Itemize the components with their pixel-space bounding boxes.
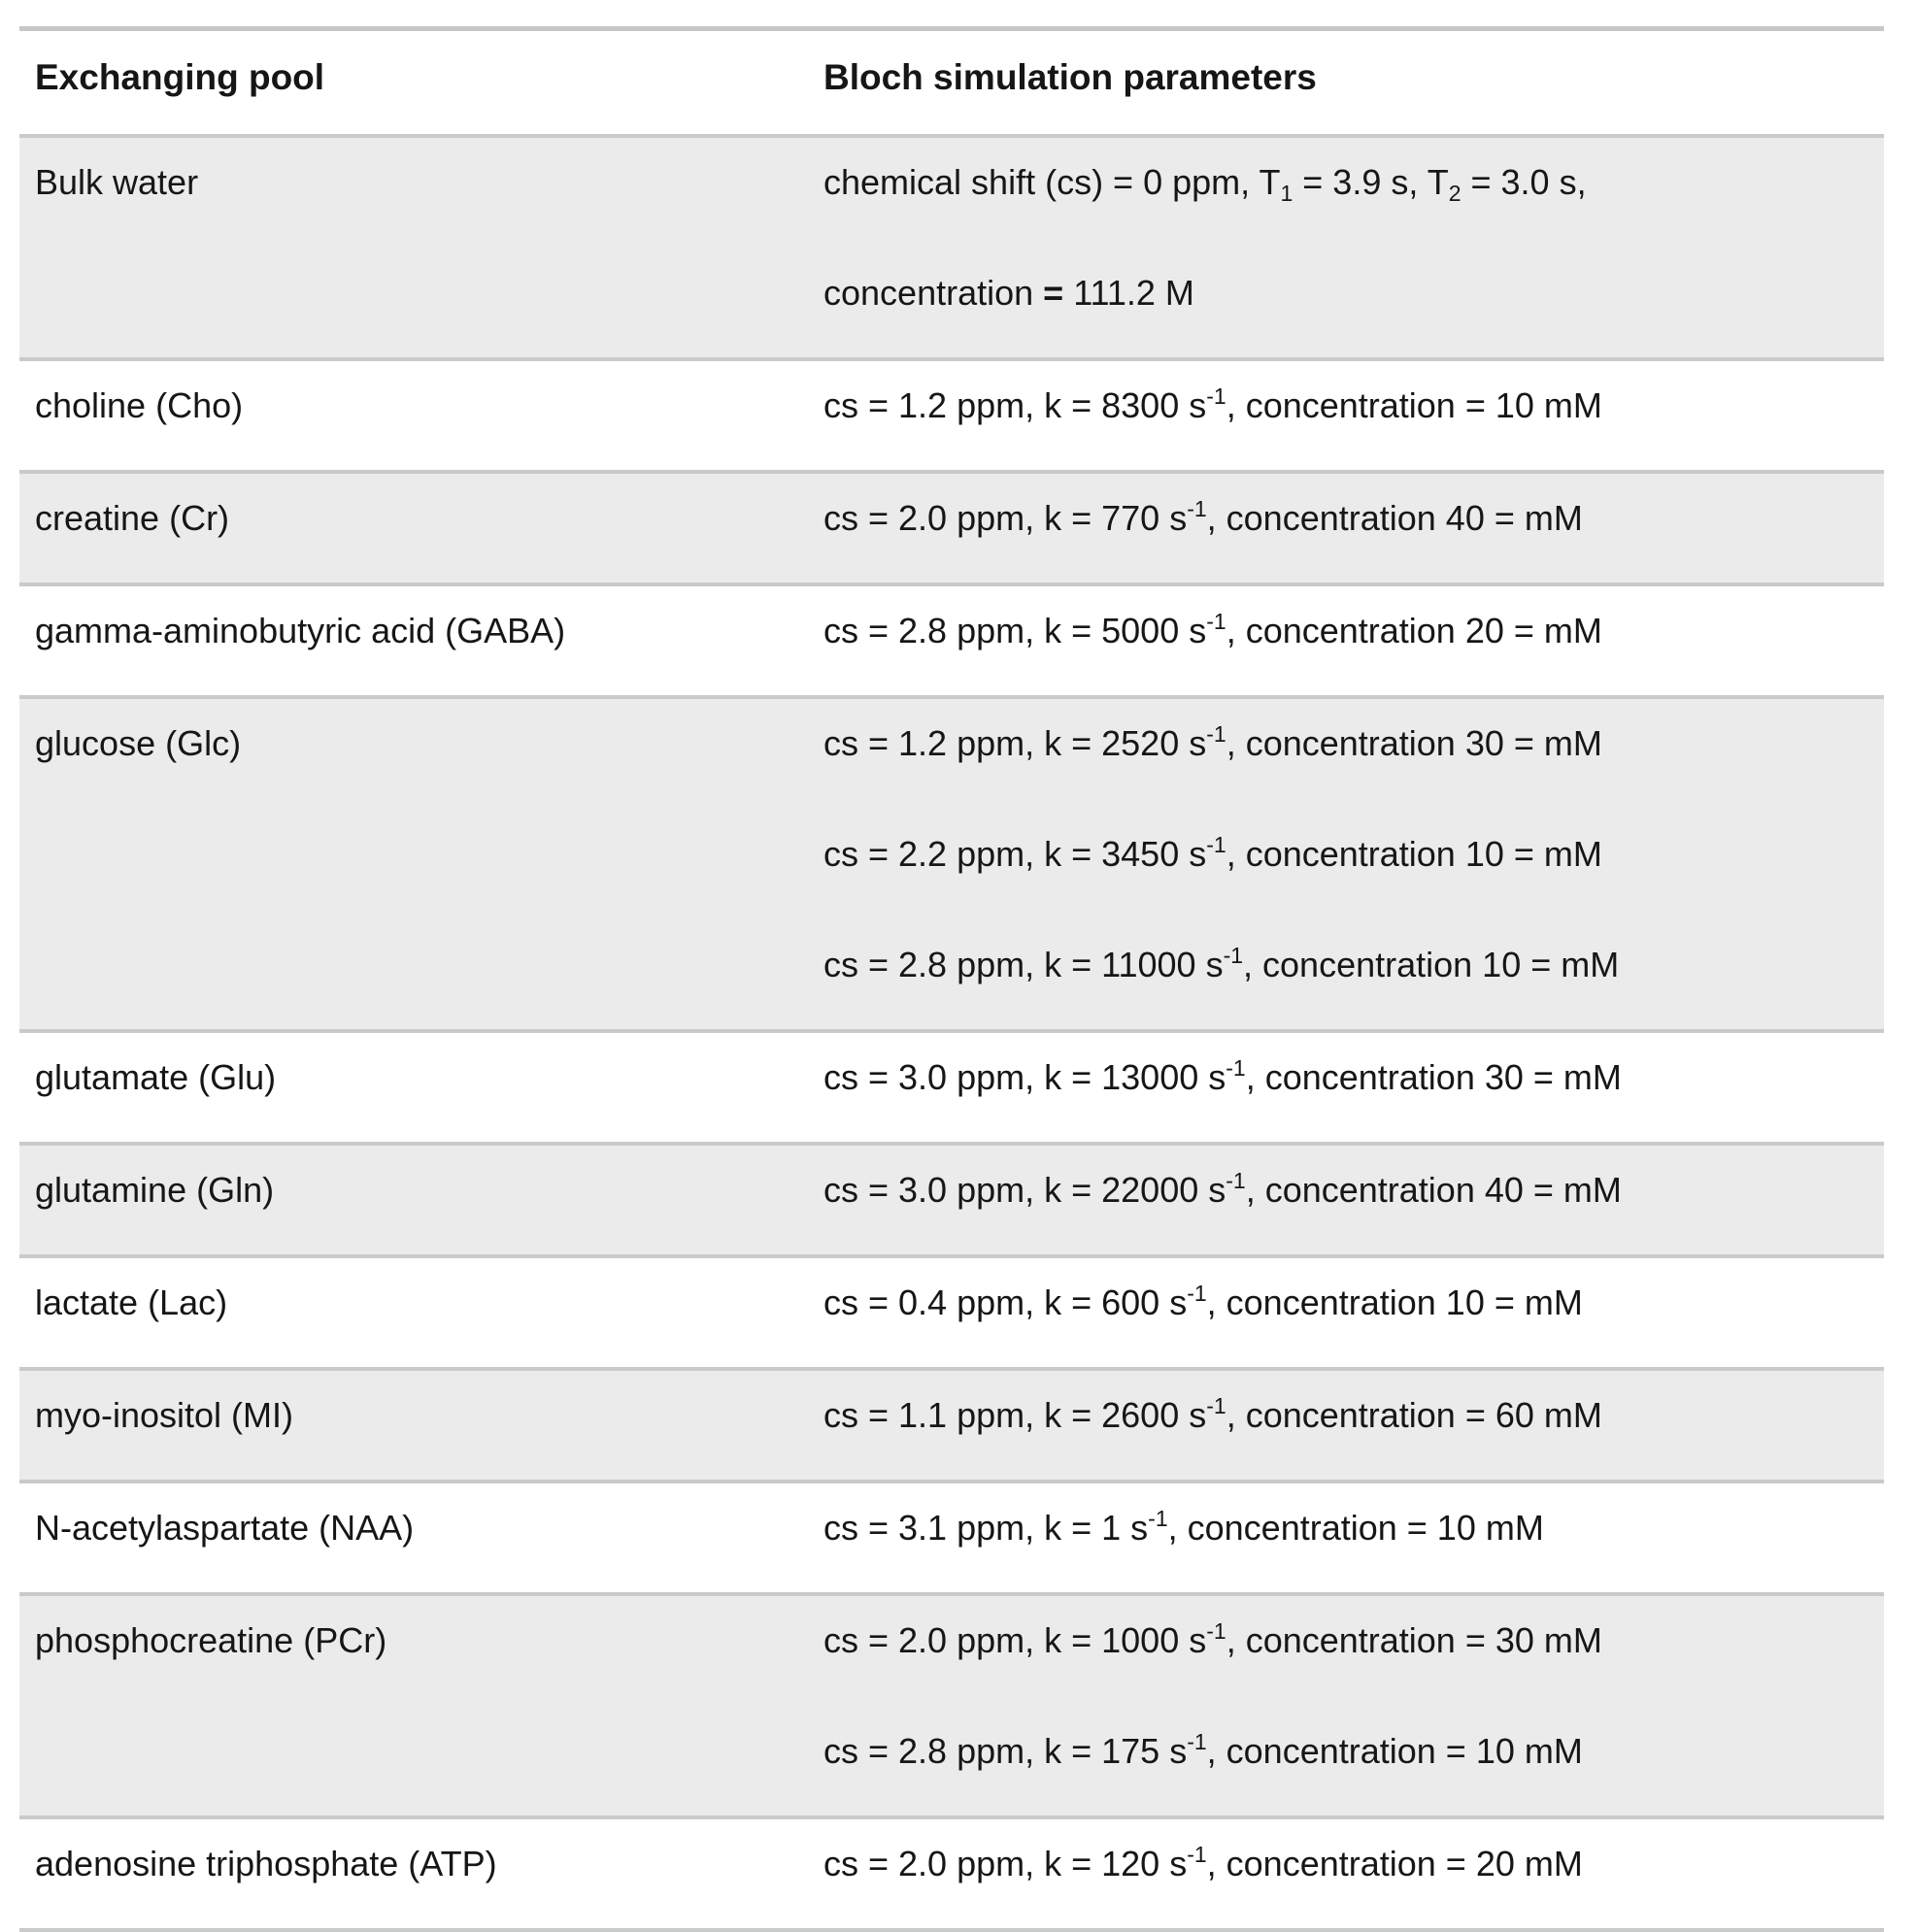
pool-cell: creatine (Cr) [35,498,230,538]
param-line: cs = 2.0 ppm, k = 1000 s-1, concentratio… [823,1618,1602,1661]
table-body: Bulk water chemical shift (cs) = 0 ppm, T… [19,136,1884,1930]
parameters-table: Exchanging pool Bloch simulation paramet… [19,26,1884,1932]
param-line: cs = 2.2 ppm, k = 3450 s-1, concentratio… [823,832,1602,875]
param-line: cs = 3.0 ppm, k = 13000 s-1, concentrati… [823,1055,1622,1098]
header-row: Exchanging pool Bloch simulation paramet… [19,28,1884,136]
param-line: cs = 0.4 ppm, k = 600 s-1, concentration… [823,1281,1583,1323]
param-line: cs = 2.8 ppm, k = 175 s-1, concentration… [823,1729,1583,1772]
table-row: choline (Cho) cs = 1.2 ppm, k = 8300 s-1,… [19,359,1884,472]
table-container: Exchanging pool Bloch simulation paramet… [19,26,1884,1932]
pool-cell: Bulk water [35,162,199,202]
table-row: myo-inositol (MI) cs = 1.1 ppm, k = 2600 … [19,1369,1884,1482]
pool-cell: choline (Cho) [35,385,244,425]
table-row: N-acetylaspartate (NAA) cs = 3.1 ppm, k =… [19,1482,1884,1594]
params-cell: chemical shift (cs) = 0 ppm, T1 = 3.9 s,… [823,136,1884,359]
param-line: cs = 2.0 ppm, k = 770 s-1, concentration… [823,496,1583,539]
pool-cell: phosphocreatine (PCr) [35,1620,387,1660]
param-line: cs = 1.1 ppm, k = 2600 s-1, concentratio… [823,1393,1602,1436]
param-line: cs = 2.0 ppm, k = 120 s-1, concentration… [823,1842,1583,1884]
column-header-exchanging-pool: Exchanging pool [19,28,823,136]
table-row: phosphocreatine (PCr) cs = 2.0 ppm, k = 1… [19,1594,1884,1817]
table-row: glutamine (Gln) cs = 3.0 ppm, k = 22000 s… [19,1144,1884,1256]
params-cell: cs = 2.0 ppm, k = 1000 s-1, concentratio… [823,1594,1884,1817]
params-cell: cs = 1.1 ppm, k = 2600 s-1, concentratio… [823,1369,1884,1482]
pool-cell: glutamate (Glu) [35,1057,277,1097]
param-line: concentration = 111.2 M [823,273,1194,313]
params-cell: cs = 3.0 ppm, k = 13000 s-1, concentrati… [823,1031,1884,1144]
params-cell: cs = 3.1 ppm, k = 1 s-1, concentration =… [823,1482,1884,1594]
param-line: chemical shift (cs) = 0 ppm, T1 = 3.9 s,… [823,162,1587,206]
param-line: cs = 1.2 ppm, k = 2520 s-1, concentratio… [823,721,1602,764]
pool-cell: glutamine (Gln) [35,1170,275,1210]
pool-cell: lactate (Lac) [35,1282,228,1322]
pool-cell: myo-inositol (MI) [35,1395,294,1435]
pool-cell: adenosine triphosphate (ATP) [35,1844,497,1883]
params-cell: cs = 1.2 ppm, k = 8300 s-1, concentratio… [823,359,1884,472]
param-line: cs = 1.2 ppm, k = 8300 s-1, concentratio… [823,383,1602,426]
param-line: cs = 2.8 ppm, k = 11000 s-1, concentrati… [823,943,1620,985]
param-line: cs = 2.8 ppm, k = 5000 s-1, concentratio… [823,609,1602,651]
table-row: adenosine triphosphate (ATP) cs = 2.0 ppm… [19,1817,1884,1930]
table-row: gamma-aminobutyric acid (GABA) cs = 2.8 p… [19,584,1884,697]
table-row: Bulk water chemical shift (cs) = 0 ppm, T… [19,136,1884,359]
pool-cell: glucose (Glc) [35,723,242,763]
table-row: lactate (Lac) cs = 0.4 ppm, k = 600 s-1, … [19,1256,1884,1369]
params-cell: cs = 3.0 ppm, k = 22000 s-1, concentrati… [823,1144,1884,1256]
pool-cell: N-acetylaspartate (NAA) [35,1508,415,1548]
param-line: cs = 3.1 ppm, k = 1 s-1, concentration =… [823,1506,1544,1549]
params-cell: cs = 2.0 ppm, k = 770 s-1, concentration… [823,472,1884,584]
column-header-bloch-parameters: Bloch simulation parameters [823,28,1884,136]
params-cell: cs = 2.8 ppm, k = 5000 s-1, concentratio… [823,584,1884,697]
params-cell: cs = 2.0 ppm, k = 120 s-1, concentration… [823,1817,1884,1930]
param-line: cs = 3.0 ppm, k = 22000 s-1, concentrati… [823,1168,1622,1211]
params-cell: cs = 0.4 ppm, k = 600 s-1, concentration… [823,1256,1884,1369]
pool-cell: gamma-aminobutyric acid (GABA) [35,611,566,650]
table-row: glucose (Glc) cs = 1.2 ppm, k = 2520 s-1,… [19,697,1884,1031]
table-header: Exchanging pool Bloch simulation paramet… [19,28,1884,136]
table-row: glutamate (Glu) cs = 3.0 ppm, k = 13000 s… [19,1031,1884,1144]
params-cell: cs = 1.2 ppm, k = 2520 s-1, concentratio… [823,697,1884,1031]
table-row: creatine (Cr) cs = 2.0 ppm, k = 770 s-1, … [19,472,1884,584]
